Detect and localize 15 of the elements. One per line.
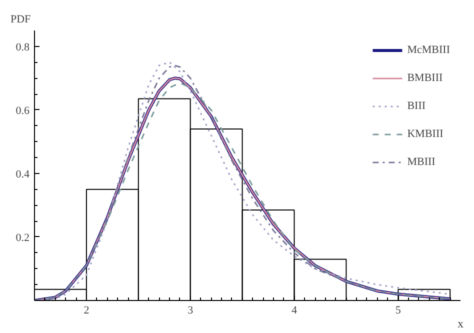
x-axis-title: x [458, 316, 464, 330]
y-tick-label: 0.2 [16, 232, 30, 244]
legend-label: BMBIII [407, 72, 443, 84]
y-tick-label: 0.6 [16, 104, 30, 117]
y-axis-title: PDF [10, 14, 31, 26]
legend-label: McMBIII [407, 44, 450, 56]
legend-label: KMBIII [407, 128, 444, 140]
y-tick-label: 0.4 [16, 168, 30, 180]
y-tick-label: 0.8 [16, 41, 30, 54]
x-tick-label: 3 [188, 304, 194, 316]
x-tick-label: 5 [395, 304, 402, 316]
legend-label: MBIII [407, 156, 436, 168]
x-tick-label: 2 [84, 304, 90, 316]
legend-label: BIII [407, 100, 427, 112]
x-tick-label: 4 [292, 304, 298, 316]
